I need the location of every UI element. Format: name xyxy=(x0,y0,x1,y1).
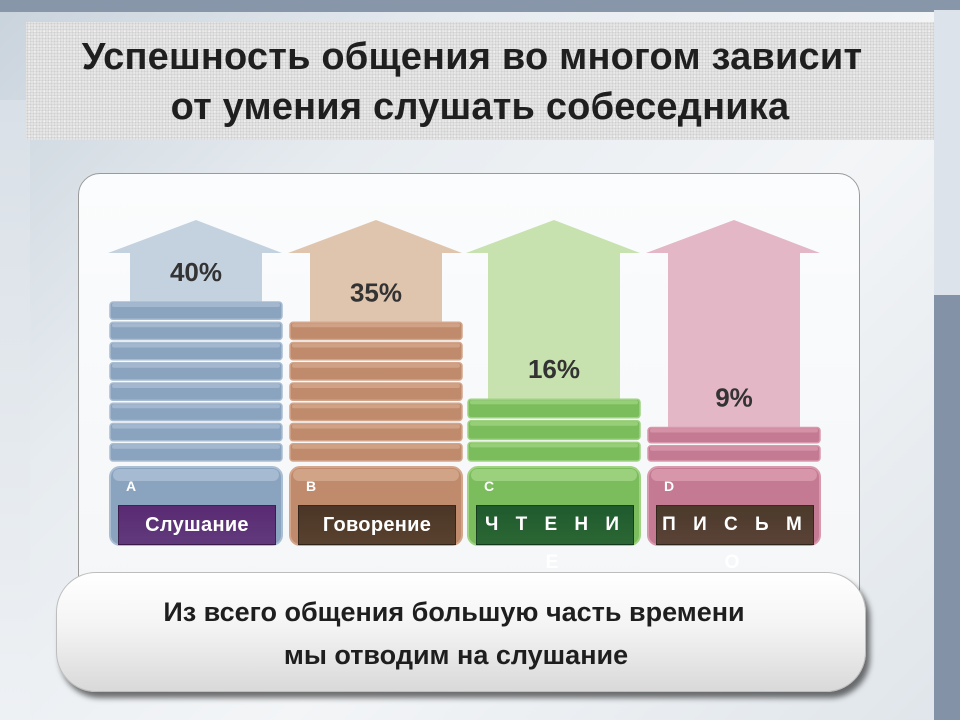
bar-segment-highlight xyxy=(292,343,460,348)
value-label: 40% xyxy=(170,257,222,287)
category-letter: A xyxy=(126,478,137,494)
bar-segment-highlight xyxy=(650,428,818,433)
category-base-highlight xyxy=(471,469,637,481)
slide-title-line-2: от умения слушать собеседника xyxy=(170,86,790,128)
bar-segment-highlight xyxy=(112,424,280,429)
growth-arrow xyxy=(646,220,820,429)
bar-segment-highlight xyxy=(112,404,280,409)
bar-segment-highlight xyxy=(112,303,280,307)
bar-segment-highlight xyxy=(470,443,638,448)
category-label: Ч Т Е Н И Е xyxy=(476,505,634,573)
bar-segment-highlight xyxy=(650,446,818,451)
title-box xyxy=(26,22,934,140)
background-right-dark-band xyxy=(934,295,960,720)
background-top-band xyxy=(0,0,960,12)
growth-arrow xyxy=(108,220,282,303)
category-letter: D xyxy=(664,478,675,494)
category-base-highlight xyxy=(293,469,459,481)
category-label: Говорение xyxy=(298,505,456,545)
slide-title-line-1: Успешность общения во многом зависит xyxy=(81,36,863,78)
category-base-highlight xyxy=(113,469,279,481)
value-label: 35% xyxy=(350,277,402,307)
bar-segment-highlight xyxy=(292,363,460,368)
bar-segment-highlight xyxy=(470,421,638,426)
category-letter: C xyxy=(484,478,495,494)
category-label: П И С Ь М О xyxy=(656,505,814,573)
bar-segment-highlight xyxy=(292,424,460,429)
bar-segment-highlight xyxy=(470,400,638,405)
bar-segment-highlight xyxy=(292,323,460,328)
summary-line-2: мы отводим на слушание xyxy=(283,640,629,670)
category-base-highlight xyxy=(651,469,817,481)
bar-segment-highlight xyxy=(112,444,280,449)
bar-segment-highlight xyxy=(112,343,280,348)
value-label: 16% xyxy=(528,354,580,384)
bar-segment-highlight xyxy=(112,384,280,388)
bar-segment-highlight xyxy=(292,404,460,409)
category-letter: B xyxy=(306,478,317,494)
category-label: Слушание xyxy=(118,505,276,545)
bar-segment-highlight xyxy=(292,384,460,388)
summary-line-1: Из всего общения большую часть времени xyxy=(163,597,745,627)
growth-arrow xyxy=(466,220,640,401)
bar-segment-highlight xyxy=(112,323,280,328)
growth-arrow xyxy=(288,220,462,324)
background-left-band xyxy=(0,100,30,720)
bar-segment-highlight xyxy=(292,444,460,449)
bar-segment-highlight xyxy=(112,363,280,368)
value-label: 9% xyxy=(715,383,753,413)
summary-box xyxy=(56,572,866,692)
